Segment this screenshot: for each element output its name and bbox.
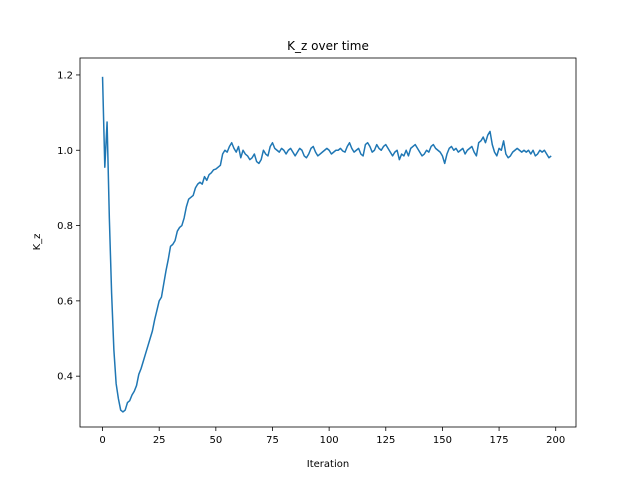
y-axis-label: K_z (32, 234, 43, 251)
plot-background (80, 58, 576, 427)
y-tick-label: 1.0 (57, 146, 73, 157)
y-axis: 0.4 0.6 0.8 1.0 1.2 (57, 70, 80, 383)
series-line-0 (101, 76, 552, 413)
y-tick-label: 0.6 (57, 296, 73, 307)
chart-title: K_z over time (287, 39, 369, 53)
plot-frame (79, 57, 577, 428)
x-tick-label: 75 (266, 435, 279, 446)
x-tick-label: 50 (209, 435, 222, 446)
y-tick-label: 0.4 (57, 372, 73, 383)
x-axis-label: Iteration (307, 459, 349, 470)
x-tick-label: 100 (320, 435, 339, 446)
x-tick-label: 25 (153, 435, 166, 446)
x-tick-label: 125 (376, 435, 395, 446)
y-tick-label: 1.2 (57, 70, 73, 81)
series-layer (101, 76, 552, 413)
x-axis: 0 25 50 75 100 125 150 175 200 (99, 427, 565, 446)
y-tick-label: 0.8 (57, 221, 73, 232)
x-tick-label: 175 (490, 435, 509, 446)
x-tick-label: 0 (99, 435, 105, 446)
x-tick-label: 150 (433, 435, 452, 446)
x-tick-label: 200 (546, 435, 565, 446)
